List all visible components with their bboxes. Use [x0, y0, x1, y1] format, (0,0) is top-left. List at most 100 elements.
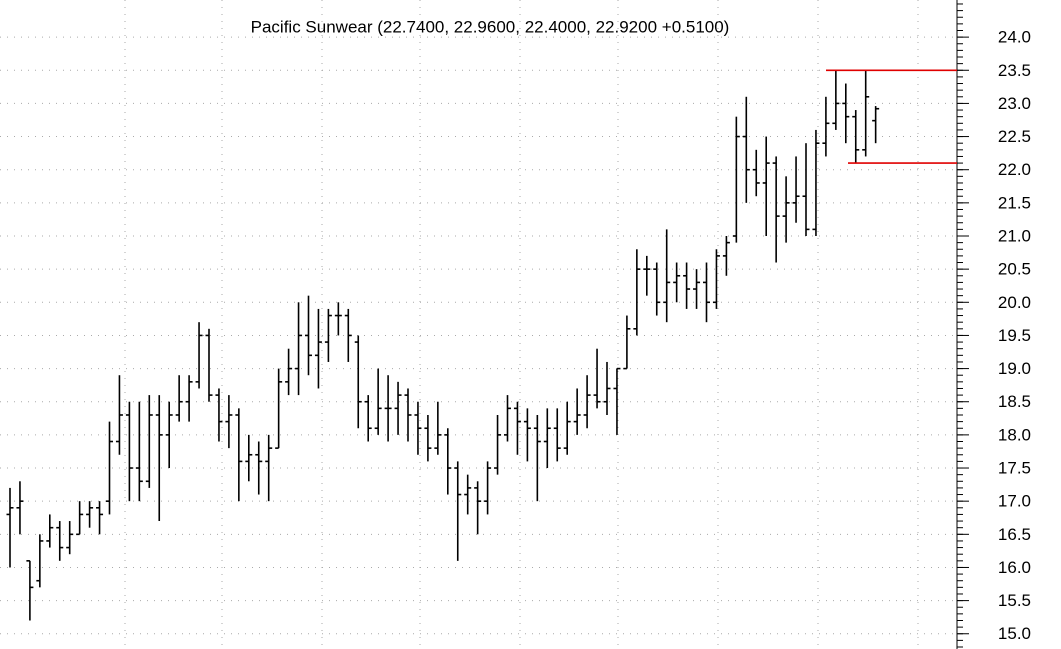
ohlc-bar [96, 501, 104, 535]
ohlc-bar [474, 481, 482, 535]
ohlc-bar [414, 401, 422, 455]
ohlc-bar [106, 421, 113, 515]
ohlc-bar [175, 375, 183, 422]
ohlc-bar [633, 249, 641, 336]
ohlc-bar [215, 388, 223, 442]
ohlc-bar [812, 129, 820, 236]
y-tick-label: 16.0 [998, 558, 1031, 577]
ohlc-bar [66, 521, 74, 555]
ohlc-bar [842, 83, 850, 144]
ohlc-bar [255, 441, 263, 495]
ohlc-bar [603, 361, 611, 415]
y-tick-label: 17.5 [998, 459, 1031, 478]
ohlc-bar [26, 560, 34, 621]
ohlc-bar [76, 501, 84, 536]
ohlc-bar [663, 229, 671, 323]
ohlc-bar [404, 388, 412, 442]
y-tick-label: 19.5 [998, 326, 1031, 345]
ohlc-bar [6, 487, 14, 568]
ohlc-bar [613, 367, 621, 435]
ohlc-bar [513, 401, 521, 455]
ohlc-bar [374, 368, 382, 435]
ohlc-bar [862, 70, 870, 157]
y-tick-label: 24.0 [998, 28, 1031, 47]
ohlc-bar [494, 414, 502, 475]
ohlc-bar [115, 375, 123, 455]
ohlc-bar [712, 249, 720, 309]
ohlc-bar [454, 461, 462, 561]
y-tick-label: 18.5 [998, 392, 1031, 411]
ohlc-bar [125, 401, 133, 502]
ohlc-bar [334, 302, 342, 336]
ohlc-bar [772, 156, 780, 263]
ohlc-bar [752, 149, 760, 197]
ohlc-bar [46, 514, 54, 548]
ohlc-bar [434, 401, 442, 455]
ohlc-bar [135, 401, 143, 502]
ohlc-bar [484, 461, 492, 515]
ohlc-bar [782, 176, 790, 243]
y-tick-label: 21.5 [998, 193, 1031, 212]
y-tick-label: 15.5 [998, 591, 1031, 610]
ohlc-bar [852, 110, 860, 164]
ohlc-bar [275, 368, 283, 449]
ohlc-bar [354, 335, 362, 429]
ohlc-bar [523, 408, 531, 462]
y-tick-label: 15.0 [998, 624, 1031, 643]
ohlc-bar [623, 315, 631, 370]
ohlc-bar [285, 348, 293, 396]
y-tick-label: 16.5 [998, 525, 1031, 544]
ohlc-bar [165, 401, 173, 469]
ohlc-bar [573, 388, 581, 435]
y-tick-label: 20.5 [998, 260, 1031, 279]
ohlc-bar [822, 96, 830, 157]
ohlc-bar [643, 255, 651, 296]
ohlc-bar [722, 236, 730, 276]
ohlc-bar [832, 70, 840, 130]
y-tick-label: 17.0 [998, 492, 1031, 511]
ohlc-bar [295, 302, 303, 396]
ohlc-bar [86, 501, 94, 528]
ohlc-bar [693, 269, 701, 309]
ohlc-bar [145, 395, 153, 488]
ohlc-bar [504, 395, 511, 442]
ohlc-bar [703, 262, 710, 323]
ohlc-bar [553, 408, 561, 462]
ohlc-bar [324, 308, 332, 362]
y-tick-label: 18.0 [998, 425, 1031, 444]
ohlc-bar [36, 534, 44, 588]
ohlc-bar [742, 96, 750, 203]
ohlc-bar [464, 474, 472, 515]
ohlc-bar [792, 156, 800, 223]
ohlc-bar [235, 408, 243, 502]
y-tick-label: 23.0 [998, 94, 1031, 113]
ohlc-bar [872, 106, 880, 144]
ohlc-bar [444, 428, 452, 495]
y-tick-label: 22.5 [998, 127, 1031, 146]
ohlc-bar [543, 408, 551, 469]
y-tick-label: 21.0 [998, 226, 1031, 245]
ohlc-bar [683, 262, 691, 309]
ohlc-bar [802, 143, 810, 236]
ohlc-bar [673, 262, 681, 303]
y-tick-label: 19.0 [998, 359, 1031, 378]
y-tick-label: 22.0 [998, 160, 1031, 179]
ohlc-bar [195, 322, 203, 389]
ohlc-bar [593, 348, 601, 409]
ohlc-bar [762, 136, 770, 236]
y-tick-label: 20.0 [998, 293, 1031, 312]
ohlc-bar [344, 308, 352, 362]
ohlc-bar [245, 434, 253, 482]
ohlc-bar [305, 295, 312, 376]
ohlc-bar [424, 414, 432, 462]
ohlc-bar [732, 116, 740, 243]
ohlc-bar [583, 375, 591, 429]
ohlc-bar [185, 375, 193, 422]
ohlc-bar [314, 308, 322, 389]
ohlc-bar [225, 395, 233, 449]
chart-subtitle: Pacific Sunwear (22.7400, 22.9600, 22.40… [251, 17, 730, 36]
ohlc-bar [364, 395, 372, 442]
y-tick-label: 23.5 [998, 61, 1031, 80]
